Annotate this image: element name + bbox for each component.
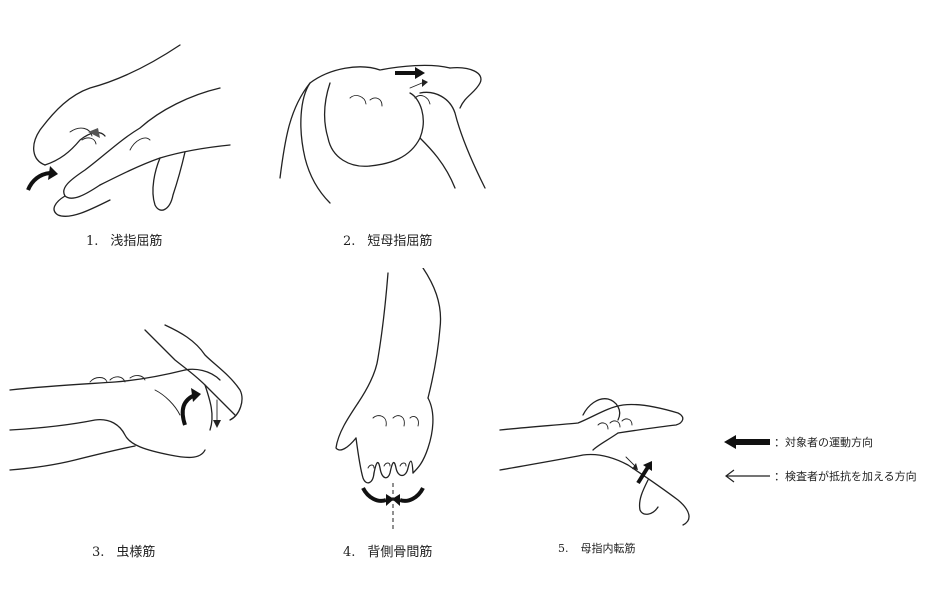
- figure-3-illustration: [5, 320, 250, 480]
- caption-3-label: 虫様筋: [116, 545, 156, 560]
- caption-2-number: 2.: [343, 234, 356, 249]
- caption-5-number: 5.: [558, 542, 569, 555]
- thick-arrow-icon: [724, 435, 770, 449]
- caption-3: 3. 虫様筋: [92, 541, 155, 560]
- figure-2-illustration: [270, 38, 510, 213]
- caption-4-number: 4.: [343, 545, 356, 560]
- hand-drawing-3: [9, 324, 243, 471]
- caption-1: 1. 浅指屈筋: [86, 230, 162, 249]
- motion-arrow-4-left: [361, 487, 387, 503]
- caption-4: 4. 背側骨間筋: [343, 541, 432, 560]
- caption-3-number: 3.: [92, 545, 105, 560]
- legend-examiner-resistance-label: ：検査者が抵抗を加える方向: [774, 470, 917, 483]
- caption-5-label: 母指内転筋: [580, 542, 636, 555]
- hand-drawing-4: [335, 268, 442, 530]
- hand-drawing-1: [26, 44, 231, 217]
- caption-5: 5. 母指内転筋: [558, 540, 636, 556]
- hand-drawing-5: [499, 398, 690, 526]
- caption-1-number: 1.: [86, 234, 99, 249]
- hand-drawing-2: [279, 64, 486, 204]
- thin-arrow-icon: [725, 469, 770, 483]
- caption-1-label: 浅指屈筋: [110, 234, 163, 249]
- legend-subject-motion-label: ：対象者の運動方向: [774, 436, 873, 449]
- caption-4-label: 背側骨間筋: [367, 545, 433, 560]
- figure-1-illustration: [10, 40, 240, 225]
- caption-2-label: 短母指屈筋: [367, 234, 433, 249]
- motion-arrow-1: [26, 171, 51, 191]
- legend-examiner-resistance: ：検査者が抵抗を加える方向: [724, 468, 917, 484]
- figure-5-illustration: [498, 385, 703, 535]
- motion-arrow-4-right: [399, 487, 425, 503]
- legend-subject-motion: ：対象者の運動方向: [724, 434, 873, 450]
- motion-arrow-5: [636, 465, 650, 485]
- caption-2: 2. 短母指屈筋: [343, 230, 432, 249]
- figure-4-illustration: [328, 268, 458, 533]
